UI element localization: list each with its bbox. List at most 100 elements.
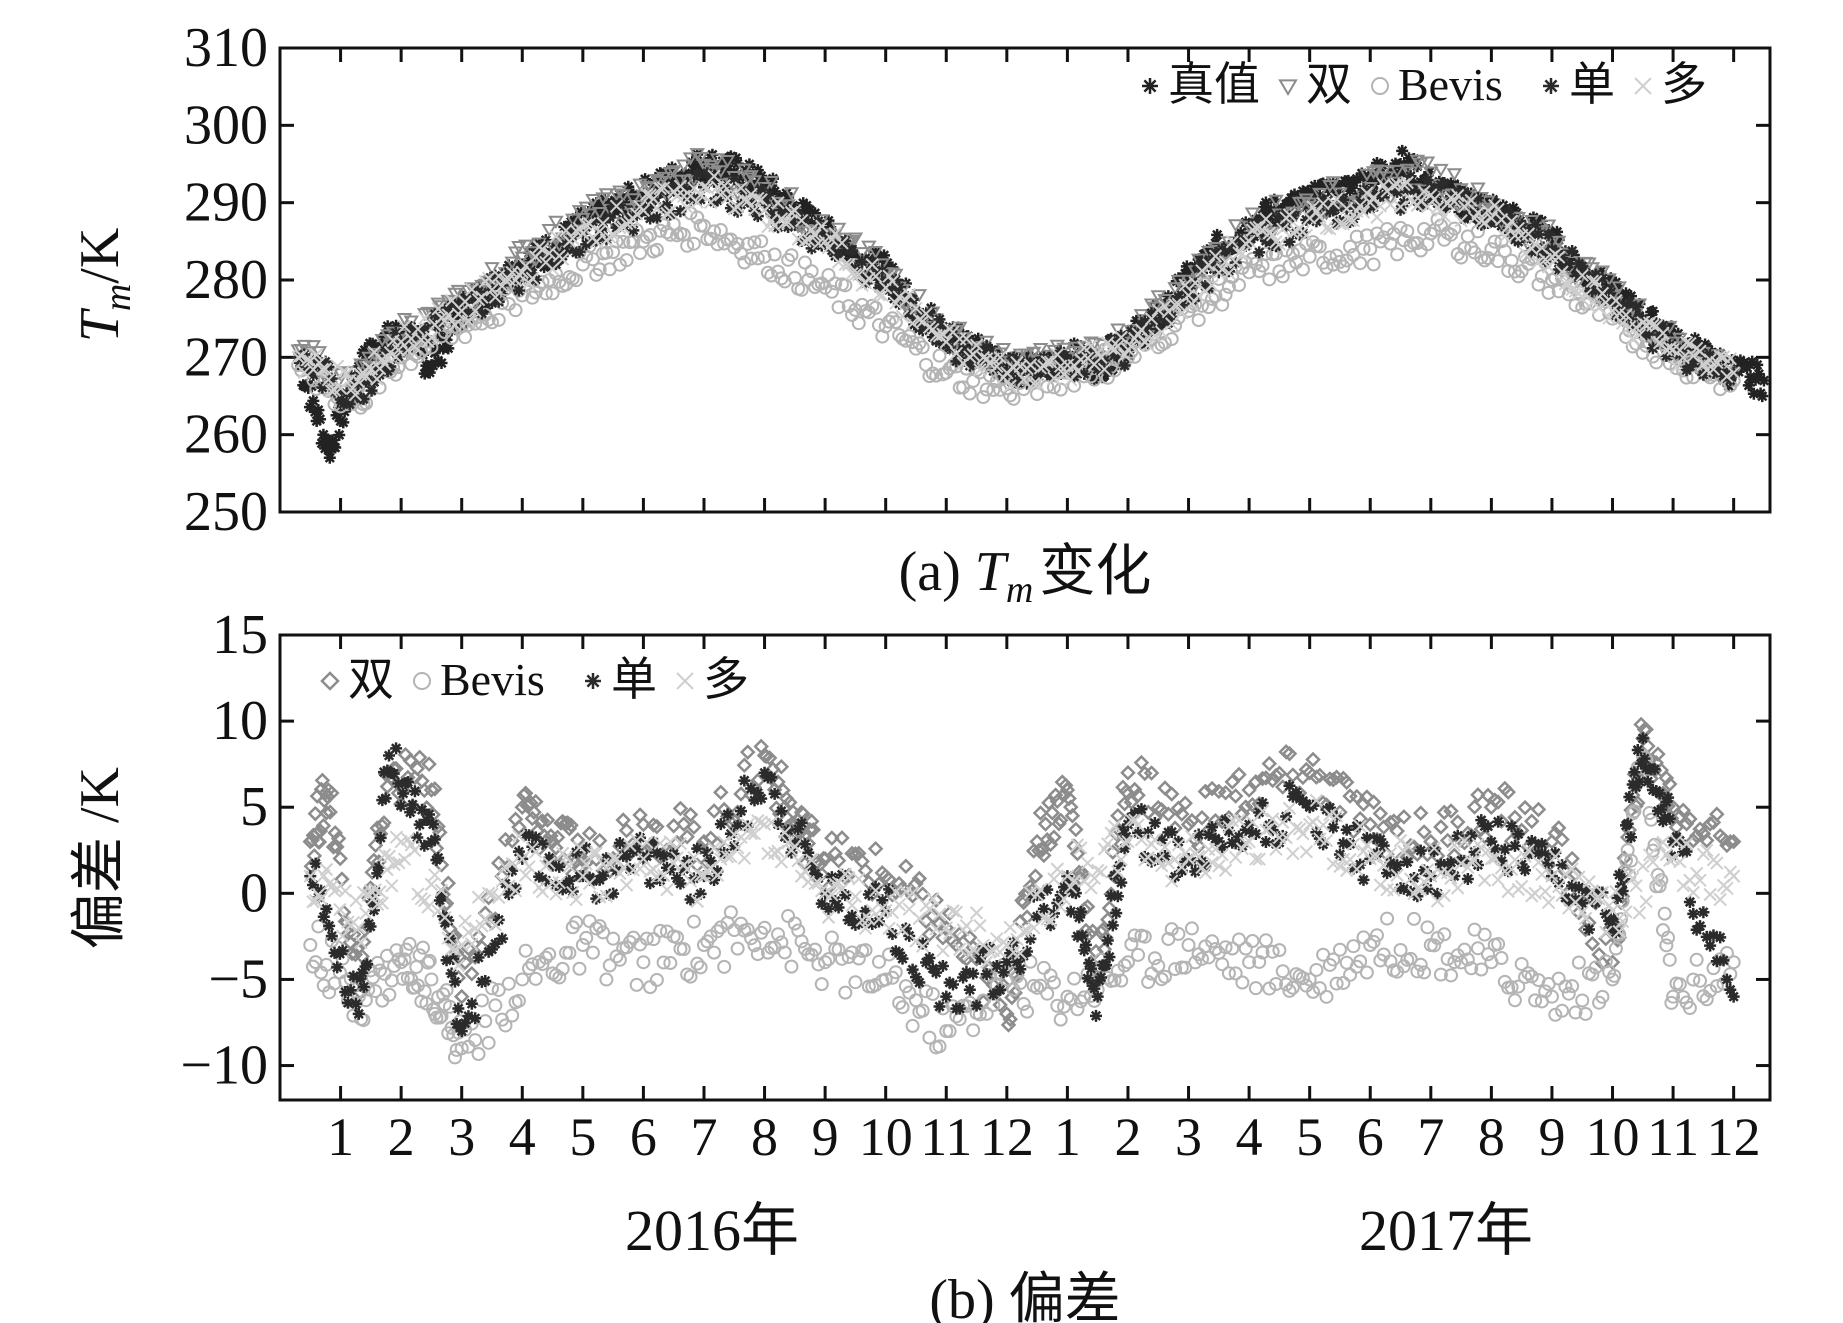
panel-b-point-x xyxy=(387,857,401,872)
panel-a-point-x xyxy=(592,224,607,238)
panel-a-point-star xyxy=(1081,359,1094,372)
panel-a-point-x xyxy=(909,301,923,316)
panel-b-point-x xyxy=(1508,853,1522,867)
panel-a-point-x xyxy=(1070,364,1085,379)
panel-b-point-bevis xyxy=(491,982,506,997)
panel-b-point-x xyxy=(1477,873,1492,888)
panel-a-point-star xyxy=(365,384,378,397)
panel-b-point-bevis xyxy=(895,1000,910,1015)
panel-a-point-star xyxy=(984,345,997,358)
panel-a-point-star xyxy=(1172,290,1185,303)
panel-a-point-star xyxy=(960,345,973,358)
panel-b-point-bevis xyxy=(439,983,454,998)
panel-b-point-x xyxy=(1370,849,1384,863)
panel-b-point-bevis xyxy=(1107,973,1122,988)
panel-b-legend-marker-duo xyxy=(676,672,694,690)
panel-b-point-star xyxy=(930,966,943,979)
panel-a-point-star xyxy=(1088,356,1101,369)
panel-a-point-star xyxy=(314,413,327,426)
panel-b-point-star xyxy=(1105,889,1118,902)
x-axis-month-label: 1 xyxy=(327,1107,354,1167)
panel-a-point-x xyxy=(939,335,953,349)
panel-b-point-bevis xyxy=(1528,993,1543,1008)
panel-b-point-x xyxy=(1185,830,1199,844)
panel-b-point-bevis xyxy=(1332,942,1347,957)
panel-a-point-bevis xyxy=(1400,224,1415,239)
panel-a-point-x xyxy=(1555,265,1569,279)
panel-b-point-bevis xyxy=(1521,966,1536,981)
panel-b-point-diamond xyxy=(1480,787,1496,804)
panel-b-point-bevis xyxy=(1275,964,1290,979)
panel-a-point-triangle-down xyxy=(1227,219,1244,233)
panel-b-point-diamond xyxy=(803,813,820,830)
panel-b-point-star xyxy=(1347,862,1360,875)
panel-b-point-bevis xyxy=(1319,989,1334,1004)
panel-b-point-star xyxy=(1377,839,1390,852)
panel-b-point-diamond xyxy=(1312,767,1328,784)
panel-b-point-bevis xyxy=(1393,942,1408,957)
panel-a-point-bevis xyxy=(1669,361,1684,376)
panel-b-point-diamond xyxy=(1530,801,1547,818)
panel-b-point-star xyxy=(1103,950,1116,963)
panel-b-point-star xyxy=(1609,926,1622,939)
panel-b-point-diamond xyxy=(332,850,349,867)
panel-b-point-diamond xyxy=(1254,770,1271,787)
panel-b-point-diamond xyxy=(805,822,822,838)
panel-a-point-bevis xyxy=(1164,332,1179,347)
panel-b-caption: (b) 偏差 xyxy=(929,1269,1120,1323)
panel-b-point-bevis xyxy=(1689,952,1704,967)
panel-a-point-x xyxy=(359,369,373,384)
panel-a-point-x xyxy=(798,234,812,248)
panel-a-point-star xyxy=(312,404,325,417)
panel-b-point-star xyxy=(1116,824,1129,837)
panel-a-point-star xyxy=(780,187,793,200)
panel-a-point-x xyxy=(969,338,984,352)
panel-a-point-bevis xyxy=(824,284,839,299)
panel-b-point-diamond xyxy=(470,929,487,945)
panel-a-point-star xyxy=(623,211,636,224)
panel-a-point-x xyxy=(717,179,731,193)
panel-a-point-star xyxy=(1078,367,1091,380)
panel-b-point-star xyxy=(859,905,872,918)
panel-b-point-star xyxy=(664,863,677,876)
panel-a-point-star xyxy=(1407,184,1420,197)
panel-b-point-star xyxy=(694,887,707,900)
panel-b-point-bevis xyxy=(942,1024,957,1039)
panel-a-point-bevis xyxy=(1201,300,1216,315)
panel-b-point-bevis xyxy=(824,930,839,945)
panel-b-point-x xyxy=(1710,856,1724,870)
x-axis-month-label: 3 xyxy=(448,1107,475,1167)
panel-b-point-diamond xyxy=(1264,772,1281,789)
panel-a-point-x xyxy=(300,353,314,367)
panel-a-point-star xyxy=(384,360,397,373)
panel-b-point-x xyxy=(1306,815,1320,829)
panel-a-point-x xyxy=(1551,250,1566,264)
panel-b-point-star xyxy=(1569,893,1582,906)
panel-a-point-bevis xyxy=(821,267,836,282)
panel-b-point-x xyxy=(969,906,984,920)
panel-b-point-star xyxy=(1078,944,1091,957)
panel-b-point-x xyxy=(781,836,795,850)
panel-b-point-star xyxy=(701,846,714,859)
panel-a-point-x xyxy=(865,257,879,272)
panel-b-point-star xyxy=(435,890,448,903)
panel-a-point-star xyxy=(1222,265,1235,278)
panel-b-point-diamond xyxy=(517,785,534,802)
panel-b-point-x xyxy=(915,939,930,953)
panel-b-point-star xyxy=(454,1021,467,1034)
panel-a-point-star xyxy=(1071,358,1084,371)
panel-b-point-x xyxy=(831,875,846,890)
panel-a-point-star xyxy=(634,196,647,209)
panel-b-point-star xyxy=(1562,895,1575,908)
panel-b-point-star xyxy=(906,963,919,976)
x-axis-month-label: 12 xyxy=(1707,1107,1761,1167)
panel-a-point-triangle-down xyxy=(591,206,608,221)
panel-b-point-star xyxy=(674,877,687,890)
panel-a-point-bevis xyxy=(1484,242,1499,257)
panel-a-point-x xyxy=(808,228,822,243)
panel-b-point-star xyxy=(354,972,367,985)
panel-b-point-star xyxy=(1189,865,1202,878)
panel-b-point-x xyxy=(1319,833,1334,848)
panel-a-point-triangle-down xyxy=(353,358,369,372)
panel-b-point-diamond xyxy=(409,760,426,777)
